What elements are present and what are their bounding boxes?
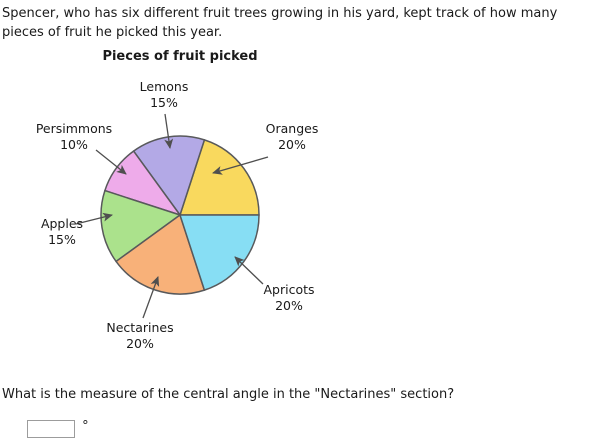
pie-label-nectarines: Nectarines 20% (106, 320, 173, 352)
pie-label-apples-pct: 15% (48, 232, 76, 247)
pie-label-nectarines-pct: 20% (126, 336, 154, 351)
pie-slice-lemons (132, 135, 206, 216)
pie-label-persimmons-pct: 10% (60, 137, 88, 152)
pie-label-apples: Apples 15% (41, 216, 83, 248)
degree-symbol: ° (82, 419, 89, 434)
pie-arrow-persimmons (95, 149, 127, 175)
pie-label-apricots-pct: 20% (275, 298, 303, 313)
pie-slice-apples (100, 189, 181, 263)
chart-title: Pieces of fruit picked (102, 49, 258, 64)
pie-arrow-nectarines (142, 276, 160, 319)
pie-arrow-apricots (234, 256, 264, 285)
question-text: What is the measure of the central angle… (2, 387, 455, 402)
pie-label-oranges: Oranges 20% (266, 121, 319, 153)
pie-label-apricots: Apricots 20% (263, 282, 314, 314)
pie-label-apples-name: Apples (40, 216, 84, 231)
pie-label-persimmons-name: Persimmons (35, 121, 113, 136)
pie-arrow-apples (75, 212, 113, 225)
pie-label-lemons: Lemons 15% (140, 79, 189, 111)
pie-slice-oranges (179, 139, 260, 216)
intro-text: Spencer, who has six different fruit tre… (2, 6, 558, 40)
answer-row: ° (27, 419, 89, 439)
pie-label-apricots-name: Apricots (263, 282, 315, 297)
pie-arrow-oranges (212, 156, 269, 175)
pie-label-oranges-name: Oranges (265, 121, 319, 136)
pie-label-oranges-pct: 20% (278, 137, 306, 152)
pie-arrow-lemons (164, 113, 174, 149)
pie-label-lemons-name: Lemons (139, 79, 189, 94)
pie-label-lemons-pct: 15% (150, 95, 178, 110)
pie-label-nectarines-name: Nectarines (106, 320, 174, 335)
pie-label-persimmons: Persimmons 10% (36, 121, 112, 153)
answer-input[interactable] (27, 420, 75, 438)
pie-slice-nectarines (115, 214, 206, 295)
